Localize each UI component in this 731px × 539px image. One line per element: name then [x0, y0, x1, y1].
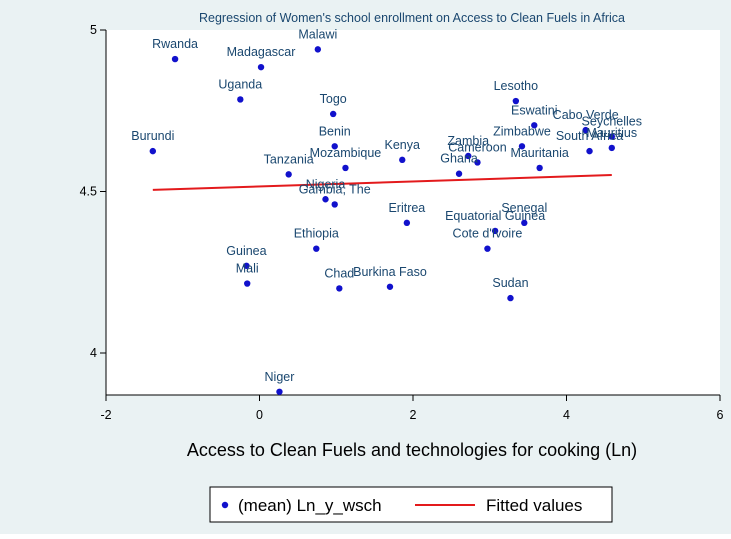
point-label: Togo — [320, 92, 347, 106]
scatter-points-layer — [149, 46, 615, 395]
point-label: Eswatini — [511, 103, 558, 117]
point-label: Zambia — [447, 134, 489, 148]
point-label: Mozambique — [310, 146, 382, 160]
data-point — [322, 196, 329, 203]
point-label: Tanzania — [264, 152, 314, 166]
data-point — [403, 219, 411, 227]
data-point — [531, 122, 538, 129]
data-point — [465, 152, 472, 160]
x-tick-label: 4 — [563, 408, 570, 422]
data-point — [313, 245, 320, 252]
y-tick-label: 5 — [90, 23, 97, 37]
point-label: Ghana — [440, 152, 478, 166]
data-point — [536, 164, 543, 172]
data-point — [608, 144, 615, 152]
point-label: Cote d'Ivoire — [453, 227, 523, 241]
point-label: Benin — [319, 124, 351, 138]
legend-box — [209, 486, 613, 523]
point-label: Burkina Faso — [353, 265, 427, 279]
data-point — [455, 170, 463, 177]
data-point — [149, 147, 157, 155]
point-label: Ethiopia — [294, 227, 339, 241]
fitted-values-line — [152, 174, 612, 191]
legend-dot-marker — [221, 501, 229, 509]
data-point — [512, 97, 520, 105]
data-point — [331, 201, 338, 208]
data-point — [582, 126, 589, 134]
point-label: Nigeria — [306, 177, 346, 191]
point-label: Kenya — [385, 138, 420, 152]
point-label: Guinea — [226, 244, 266, 258]
point-label: Uganda — [218, 77, 262, 91]
legend-label-points: (mean) Ln_y_wsch — [238, 496, 382, 515]
data-point — [484, 245, 491, 252]
data-point — [329, 110, 337, 118]
point-label: Madagascar — [227, 45, 296, 59]
point-label: Mali — [236, 262, 259, 276]
point-label: Equatorial Guinea — [445, 209, 545, 223]
plot-area — [106, 30, 720, 395]
data-point — [342, 164, 349, 172]
data-point — [237, 96, 244, 103]
point-label: Senegal — [501, 201, 547, 215]
point-label: Mauritania — [510, 146, 568, 160]
data-point — [586, 147, 593, 155]
data-point — [336, 285, 343, 292]
point-label: Burundi — [131, 129, 174, 143]
data-point — [386, 283, 394, 290]
x-tick-label: -2 — [100, 408, 111, 422]
point-label: Cameroon — [448, 140, 506, 154]
point-label: Niger — [265, 370, 295, 384]
point-label: Mauritius — [586, 126, 637, 140]
legend: (mean) Ln_y_wsch Fitted values — [209, 486, 613, 523]
data-point — [399, 156, 406, 164]
data-point — [244, 280, 251, 287]
x-axis-title: Access to Clean Fuels and technologies f… — [187, 440, 637, 460]
data-point — [608, 133, 615, 140]
point-label: Zimbabwe — [493, 124, 551, 138]
data-point — [171, 55, 179, 63]
point-label: Lesotho — [494, 79, 539, 93]
point-label: Malawi — [298, 27, 337, 41]
point-label: Gambia, The — [299, 182, 371, 196]
x-tick-label: 6 — [717, 408, 724, 422]
data-point — [507, 294, 514, 302]
data-point — [518, 143, 526, 150]
x-axis-ticks: -2 0 2 4 6 — [100, 395, 724, 422]
point-label: South Africa — [556, 129, 623, 143]
x-tick-label: 2 — [410, 408, 417, 422]
data-point — [243, 262, 250, 269]
point-label: Seychelles — [582, 115, 642, 129]
point-label: Rwanda — [152, 37, 198, 51]
y-tick-label: 4.5 — [80, 185, 97, 199]
data-point — [257, 63, 265, 71]
data-point — [474, 159, 481, 166]
data-point — [521, 219, 528, 227]
data-point — [285, 171, 292, 178]
legend-label-fit: Fitted values — [486, 496, 582, 515]
point-label: Cabo Verde — [553, 108, 619, 122]
x-tick-label: 0 — [256, 408, 263, 422]
point-label: Eritrea — [388, 201, 425, 215]
point-label: Chad — [324, 266, 354, 280]
data-point — [491, 227, 499, 235]
data-point — [276, 388, 283, 395]
y-axis-ticks: 44.55 — [80, 23, 106, 360]
data-point — [331, 143, 338, 150]
y-tick-label: 4 — [90, 346, 97, 360]
chart-title: Regression of Women's school enrollment … — [199, 11, 625, 25]
data-point — [314, 46, 322, 53]
point-label: Sudan — [492, 276, 528, 290]
fitted-line-layer — [152, 174, 612, 191]
